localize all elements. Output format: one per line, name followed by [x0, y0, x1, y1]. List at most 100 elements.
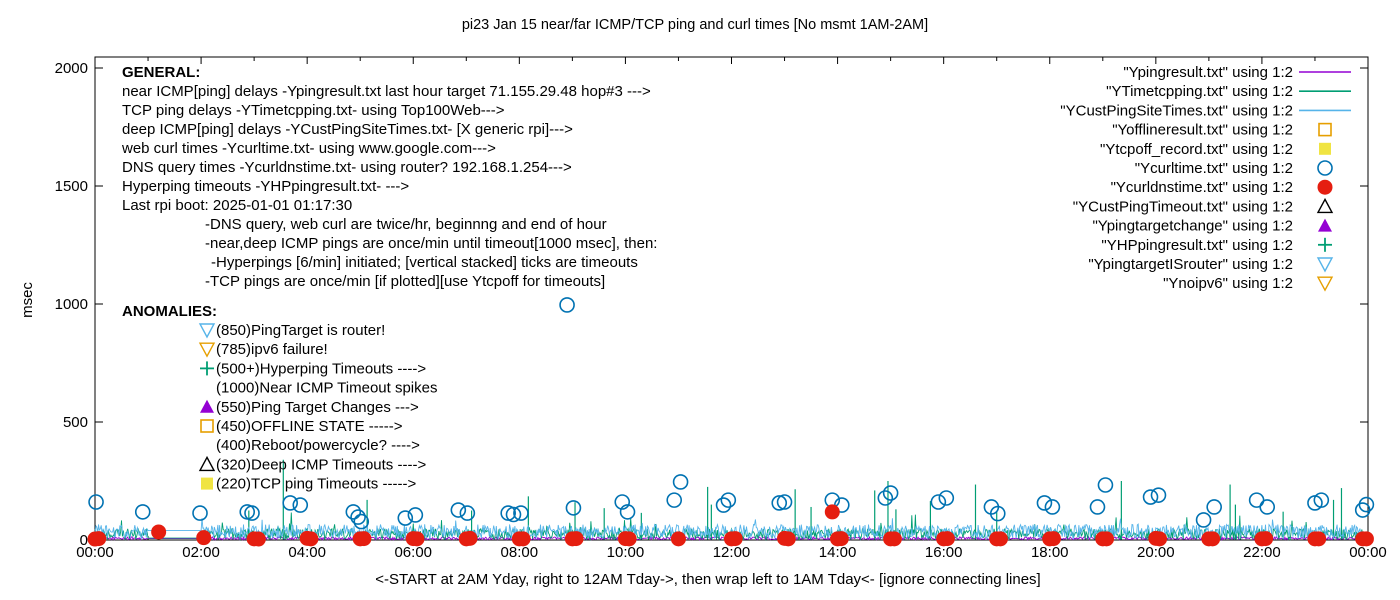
x-tick-label: 10:00	[607, 544, 645, 561]
anomaly-marker-filled-triangle	[200, 399, 214, 413]
y-tick-label: 1000	[55, 296, 88, 313]
y-tick-label: 0	[80, 532, 88, 549]
point-Ycurltime-txt	[1259, 499, 1276, 515]
general-line: DNS query times -Ycurldnstime.txt- using…	[122, 159, 572, 176]
point-Ycurltime-txt	[614, 494, 631, 510]
anomaly-marker-open-triangle	[198, 455, 216, 472]
general-header: GENERAL:	[122, 64, 200, 81]
y-tick-label: 1500	[55, 178, 88, 195]
general-line: web curl times -Ycurltime.txt- using www…	[121, 140, 496, 157]
point-Ycurltime-txt	[1142, 489, 1159, 505]
point-Ycurltime-txt	[715, 497, 732, 513]
legend-sample-filled-circle	[1317, 179, 1333, 195]
chart-title: pi23 Jan 15 near/far ICMP/TCP ping and c…	[462, 17, 928, 33]
anomaly-line: (1000)Near ICMP Timeout spikes	[216, 380, 437, 397]
anomaly-line: (220)TCP ping Timeouts ----->	[216, 476, 416, 493]
point-Ycurltime-txt	[776, 494, 793, 510]
general-line: -Hyperpings [6/min] initiated; [vertical…	[211, 254, 638, 271]
x-tick-label: 02:00	[182, 544, 220, 561]
anomaly-line: (500+)Hyperping Timeouts ---->	[216, 360, 426, 377]
point-Ycurltime-txt	[192, 505, 208, 521]
legend-sample-open-square	[1318, 122, 1332, 137]
x-tick-label: 12:00	[713, 544, 751, 561]
point-Ycurltime-txt	[672, 474, 689, 490]
general-line: Last rpi boot: 2025-01-01 01:17:30	[122, 197, 352, 214]
point-Ycurltime-txt	[292, 497, 309, 513]
legend-item-label: "Ypingresult.txt" using 1:2	[1123, 64, 1293, 81]
anomaly-line: (320)Deep ICMP Timeouts ---->	[216, 456, 426, 473]
legend-item-label: "Ycurltime.txt" using 1:2	[1135, 160, 1293, 177]
anomaly-marker-filled-square	[201, 477, 213, 490]
anomaly-marker-open-inv-triangle	[198, 342, 216, 358]
x-tick-label: 20:00	[1137, 544, 1175, 561]
point-Ycurldnstime-txt	[91, 531, 107, 547]
point-Ycurldnstime-txt	[727, 531, 743, 547]
legend-item-label: "YpingtargetISrouter" using 1:2	[1088, 256, 1293, 273]
legend-sample-filled-triangle	[1318, 218, 1332, 232]
point-Ycurltime-txt	[1097, 477, 1114, 493]
x-tick-label: 00:00	[76, 544, 114, 561]
point-Ycurltime-txt	[565, 500, 582, 516]
point-Ycurldnstime-txt	[409, 531, 425, 547]
x-tick-label: 14:00	[819, 544, 857, 561]
point-Ycurltime-txt	[619, 504, 636, 520]
legend-item-label: "YTimetcpping.txt" using 1:2	[1106, 83, 1293, 100]
point-Ycurldnstime-txt	[939, 531, 955, 547]
general-line: -DNS query, web curl are twice/hr, begin…	[205, 216, 607, 233]
point-Ycurltime-txt	[459, 505, 476, 521]
x-tick-label: 06:00	[394, 544, 432, 561]
point-Ycurldnstime-txt	[1152, 531, 1168, 547]
legend-item-label: "Ytcpoff_record.txt" using 1:2	[1100, 141, 1293, 158]
point-Ycurldnstime-txt	[1311, 531, 1327, 547]
point-Ycurldnstime-txt	[833, 531, 849, 547]
point-Ycurltime-txt	[1150, 487, 1167, 503]
plot-area	[87, 297, 1375, 547]
point-Ycurldnstime-txt	[621, 531, 637, 547]
legend-sample-open-inv-triangle	[1316, 257, 1334, 273]
legend-sample-filled-square	[1319, 142, 1331, 155]
point-Ycurltime-txt	[989, 505, 1006, 522]
point-Ycurldnstime-txt	[356, 531, 372, 547]
legend: "Ypingresult.txt" using 1:2 "YTimetcpping…	[1060, 64, 1351, 292]
point-Ycurltime-txt	[450, 502, 467, 518]
point-Ycurldnstime-txt	[886, 531, 902, 547]
point-Ycurltime-txt	[134, 504, 151, 520]
point-Ycurltime-txt	[244, 505, 260, 521]
point-Ycurltime-txt	[930, 494, 947, 510]
point-Ycurltime-txt	[1036, 495, 1053, 511]
anomaly-line: (400)Reboot/powercycle? ---->	[216, 437, 420, 454]
point-Ycurldnstime-txt	[1099, 531, 1115, 547]
x-tick-label: 04:00	[288, 544, 326, 561]
anomaly-line: (450)OFFLINE STATE ----->	[216, 418, 403, 435]
point-Ycurltime-txt	[282, 495, 298, 511]
legend-sample-open-triangle	[1316, 197, 1334, 214]
point-Ycurltime-txt	[407, 507, 424, 523]
point-Ycurltime-txt	[1206, 499, 1222, 515]
point-Ycurltime-txt	[513, 505, 529, 521]
x-tick-label: 22:00	[1243, 544, 1281, 561]
point-Ycurldnstime-txt	[1205, 531, 1221, 547]
point-Ycurldnstime-txt	[1258, 531, 1274, 547]
point-Ycurltime-txt	[1089, 499, 1106, 515]
point-Ycurldnstime-txt	[824, 504, 840, 520]
point-Ycurldnstime-txt	[303, 531, 319, 547]
y-axis-label: msec	[19, 282, 36, 318]
point-Ycurltime-txt	[397, 510, 414, 526]
general-line: Hyperping timeouts -YHPpingresult.txt- -…	[122, 178, 409, 195]
general-line: -near,deep ICMP pings are once/min until…	[205, 235, 657, 252]
x-tick-label: 08:00	[501, 544, 539, 561]
x-tick-label: 18:00	[1031, 544, 1069, 561]
point-Ycurltime-txt	[720, 492, 737, 508]
point-Ycurltime-txt	[938, 490, 955, 506]
legend-item-label: "Yofflineresult.txt" using 1:2	[1112, 122, 1293, 139]
x-tick-label: 00:00	[1349, 544, 1387, 561]
point-Ycurldnstime-txt	[250, 531, 266, 547]
point-Ycurldnstime-txt	[151, 524, 167, 540]
anomaly-line: (550)Ping Target Changes --->	[216, 399, 419, 416]
legend-item-label: "YCustPingSiteTimes.txt" using 1:2	[1060, 102, 1293, 119]
legend-item-label: "YCustPingTimeout.txt" using 1:2	[1073, 198, 1293, 215]
point-Ycurltime-txt	[1195, 512, 1212, 528]
general-line: near ICMP[ping] delays -Ypingresult.txt …	[122, 83, 651, 100]
